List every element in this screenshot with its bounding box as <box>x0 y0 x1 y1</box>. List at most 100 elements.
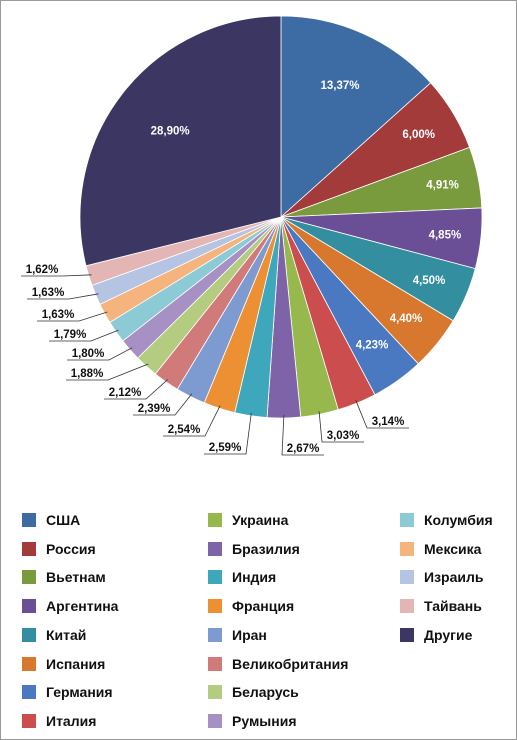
leader-line-израиль <box>27 293 99 300</box>
legend-swatch <box>400 599 414 614</box>
legend-label: Россия <box>46 540 96 557</box>
data-label-иран: 2,39% <box>138 403 171 415</box>
legend-item-италия: Италия <box>22 711 96 731</box>
pie-slice-сша <box>280 15 432 218</box>
data-label-бразилия: 2,67% <box>287 443 320 455</box>
legend-swatch <box>400 513 414 527</box>
legend-item-румыния: Румыния <box>208 711 296 731</box>
legend-swatch <box>208 513 222 527</box>
legend-item-испания: Испания <box>22 654 105 674</box>
legend-item-мексика: Мексика <box>400 539 481 559</box>
legend-label: Италия <box>46 712 97 729</box>
data-label-франция: 2,54% <box>168 424 201 436</box>
legend-label: Мексика <box>424 540 482 557</box>
data-label-мексика: 1,63% <box>42 309 75 321</box>
legend-swatch <box>22 656 36 671</box>
legend-item-израиль: Израиль <box>400 567 483 587</box>
legend-label: США <box>46 512 81 528</box>
legend-label: Китай <box>46 626 87 643</box>
legend-swatch <box>208 713 222 728</box>
legend-item-иран: Иран <box>208 625 267 645</box>
legend-swatch <box>400 541 414 556</box>
data-label-вьетнам: 4,91% <box>426 179 459 191</box>
legend-item-украина: Украина <box>208 510 288 530</box>
data-label-россия: 6,00% <box>402 129 435 141</box>
legend-label: Индия <box>232 569 277 586</box>
leader-line-тайвань <box>21 274 92 277</box>
legend-label: Бразилия <box>232 540 300 557</box>
leader-line-индия <box>204 412 252 455</box>
legend-item-колумбия: Колумбия <box>400 510 493 530</box>
legend-swatch <box>22 541 36 556</box>
leader-line-румыния <box>67 347 133 361</box>
leader-line-беларусь <box>66 363 149 381</box>
legend-label: Франция <box>232 598 295 615</box>
legend-label: Израиль <box>424 569 484 586</box>
data-label-румыния: 1,80% <box>72 348 105 360</box>
legend-swatch <box>208 685 222 700</box>
legend-item-франция: Франция <box>208 596 294 616</box>
legend-item-сша: США <box>22 510 80 530</box>
legend-label: Испания <box>46 655 106 672</box>
data-label-германия: 4,23% <box>356 340 389 352</box>
legend-item-беларусь: Беларусь <box>208 682 299 702</box>
data-label-индия: 2,59% <box>209 442 242 454</box>
legend-swatch <box>208 570 222 585</box>
legend-label: Другие <box>424 626 473 643</box>
legend-label: Иран <box>232 626 267 643</box>
legend-swatch <box>22 713 36 728</box>
legend-swatch <box>208 627 222 642</box>
data-label-тайвань: 1,62% <box>26 264 59 276</box>
leader-line-колумбия <box>49 329 119 342</box>
legend-label: Украина <box>232 512 289 528</box>
leader-line-великобритания <box>104 379 169 400</box>
data-label-италия: 3,14% <box>372 416 405 428</box>
data-label-колумбия: 1,79% <box>54 329 87 341</box>
legend-item-великобритания: Великобритания <box>208 654 348 674</box>
legend-swatch <box>22 685 36 700</box>
legend-swatch <box>22 570 36 585</box>
legend-label: Великобритания <box>232 655 349 672</box>
legend-item-китай: Китай <box>22 625 86 645</box>
legend-label: Беларусь <box>232 684 299 701</box>
data-label-испания: 4,40% <box>390 313 423 325</box>
leader-line-украина <box>318 411 364 443</box>
pie-chart: 13,37% 6,00% 4,91% 4,85% 4,50% 4,40% 4,23% 3,14… <box>21 15 483 456</box>
leader-line-мексика <box>37 311 108 322</box>
data-label-великобритания: 2,12% <box>109 387 142 399</box>
legend-item-россия: Россия <box>22 539 96 559</box>
legend-item-вьетнам: Вьетнам <box>22 567 106 587</box>
legend-item-аргентина: Аргентина <box>22 596 118 616</box>
legend-label: Вьетнам <box>46 569 106 586</box>
data-label-беларусь: 1,88% <box>71 368 104 380</box>
legend: США Россия Вьетнам Аргентина Китай Испания Гер… <box>0 500 517 740</box>
legend-swatch <box>400 627 414 642</box>
data-label-украина: 3,03% <box>327 430 360 442</box>
legend-swatch <box>208 599 222 614</box>
leader-line-бразилия <box>281 414 324 456</box>
data-label-аргентина: 4,85% <box>429 230 462 242</box>
legend-label: Румыния <box>232 712 297 729</box>
data-label-сша: 13,37% <box>320 80 359 92</box>
data-label-другие: 28,90% <box>151 125 190 137</box>
legend-item-другие: Другие <box>400 625 472 645</box>
legend-swatch <box>22 513 36 527</box>
leader-line-иран <box>133 393 193 416</box>
legend-label: Тайвань <box>424 598 482 615</box>
legend-swatch <box>22 599 36 614</box>
legend-item-тайвань: Тайвань <box>400 596 482 616</box>
pie-slice-другие <box>79 15 282 267</box>
legend-label: Аргентина <box>46 598 119 615</box>
legend-label: Колумбия <box>424 512 493 528</box>
legend-item-бразилия: Бразилия <box>208 539 300 559</box>
leader-line-италия <box>355 400 409 429</box>
legend-label: Германия <box>46 684 113 701</box>
leader-line-франция <box>163 405 221 437</box>
data-label-китай: 4,50% <box>413 275 446 287</box>
legend-swatch <box>208 656 222 671</box>
legend-swatch <box>208 541 222 556</box>
legend-swatch <box>400 570 414 585</box>
legend-item-индия: Индия <box>208 567 276 587</box>
legend-item-германия: Германия <box>22 682 113 702</box>
legend-swatch <box>22 627 36 642</box>
